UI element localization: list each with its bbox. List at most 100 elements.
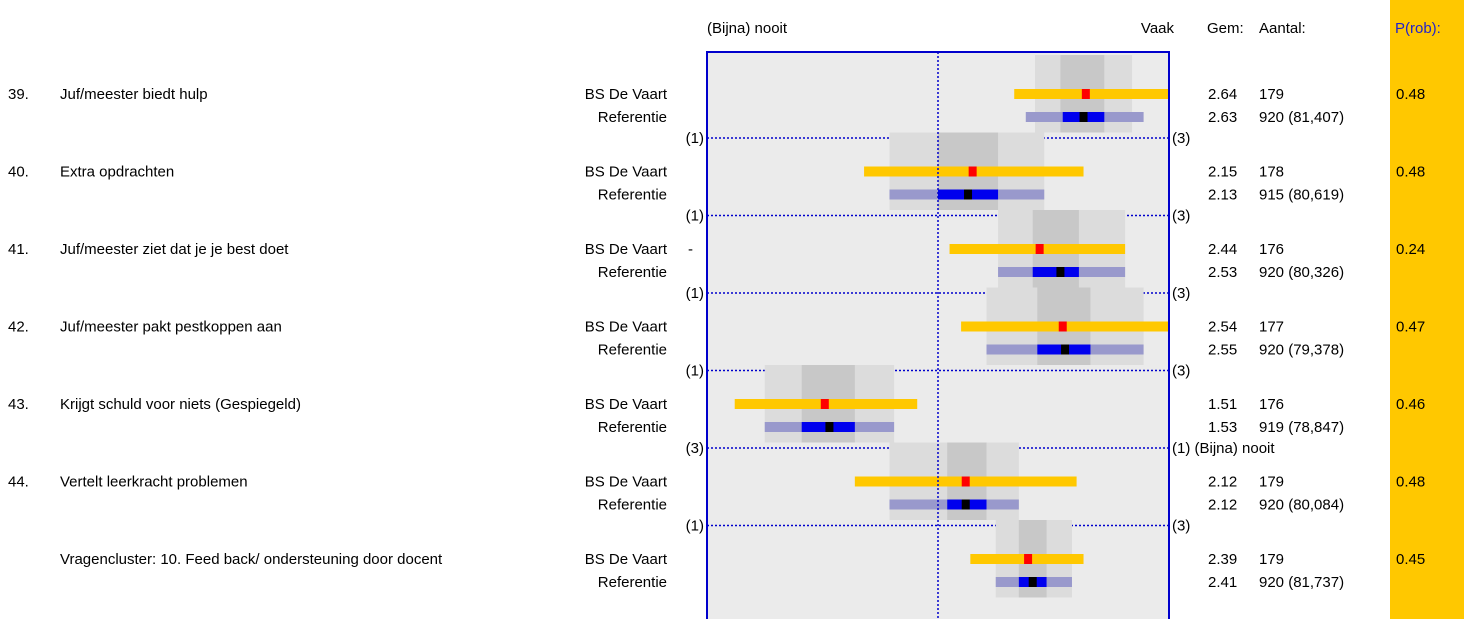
reference-count: 920 (80,084) [1259,497,1344,514]
school-mean-marker [820,399,829,409]
reference-mean-marker [1061,344,1070,355]
school-count: 177 [1259,319,1284,336]
school-mean-value: 2.54 [1208,319,1237,336]
question-text: Juf/meester biedt hulp [60,86,208,103]
reference-mean-marker [964,189,973,200]
school-count: 179 [1259,551,1284,568]
school-label: BS De Vaart [585,241,668,258]
question-text: Juf/meester ziet dat je je best doet [60,241,289,258]
reference-mean-value: 2.12 [1208,497,1237,514]
reference-mean-value: 1.53 [1208,419,1237,436]
school-label: BS De Vaart [585,319,668,336]
question-number: 41. [8,241,29,258]
question-text: Vragencluster: 10. Feed back/ ondersteun… [60,551,443,568]
reference-inner-bar [1032,267,1079,277]
scale-high-label: (3) [1172,285,1190,302]
probability-value: 0.47 [1396,319,1425,336]
scale-high-label: (1) (Bijna) nooit [1172,440,1275,457]
question-row: 39. Juf/meester biedt hulp BS De Vaart Refe… [8,55,1425,147]
question-number: 44. [8,474,29,491]
significance-marker: - [688,241,693,258]
scale-low-label: (3) [686,440,704,457]
probability-value: 0.24 [1396,241,1425,258]
question-row: 43. Krijgt schuld voor niets (Gespiegeld)… [8,365,1425,457]
probability-value: 0.46 [1396,396,1425,413]
rows-layer: 39. Juf/meester biedt hulp BS De Vaart Refe… [8,55,1425,598]
school-mean-value: 2.39 [1208,551,1237,568]
reference-label: Referentie [598,264,667,281]
question-text: Vertelt leerkracht problemen [60,474,248,491]
reference-count: 915 (80,619) [1259,187,1344,204]
school-mean-value: 2.15 [1208,164,1237,181]
question-row: 44. Vertelt leerkracht problemen BS De Vaa… [8,442,1425,535]
school-label: BS De Vaart [585,164,668,181]
probability-value: 0.45 [1396,551,1425,568]
school-label: BS De Vaart [585,86,668,103]
school-label: BS De Vaart [585,474,668,491]
reference-label: Referentie [598,109,667,126]
reference-count: 920 (81,737) [1259,574,1344,591]
school-mean-marker [1058,321,1067,332]
school-mean-marker [1024,554,1033,564]
scale-high-label: (3) [1172,363,1190,380]
school-label: BS De Vaart [585,396,668,413]
school-label: BS De Vaart [585,551,668,568]
school-mean-marker [1035,244,1044,254]
school-count: 176 [1259,396,1284,413]
reference-count: 920 (81,407) [1259,109,1344,126]
school-mean-value: 1.51 [1208,396,1237,413]
school-mean-value: 2.44 [1208,241,1237,258]
reference-count: 920 (80,326) [1259,264,1344,281]
school-count: 179 [1259,86,1284,103]
reference-mean-marker [961,499,970,510]
question-text: Juf/meester pakt pestkoppen aan [60,319,282,336]
aantal-header: Aantal: [1259,20,1306,37]
reference-mean-value: 2.13 [1208,187,1237,204]
reference-label: Referentie [598,187,667,204]
reference-mean-value: 2.55 [1208,342,1237,359]
question-text: Krijgt schuld voor niets (Gespiegeld) [60,396,301,413]
scale-low-label: (1) [686,363,704,380]
reference-mean-marker [1028,577,1037,587]
question-row: 41. Juf/meester ziet dat je je best doet B… [8,210,1425,302]
plot-frame [706,51,1170,619]
school-count: 176 [1259,241,1284,258]
reference-mean-marker [825,422,834,432]
gem-header: Gem: [1207,20,1244,37]
probability-value: 0.48 [1396,164,1425,181]
scale-low-label: (1) [686,208,704,225]
reference-mean-value: 2.63 [1208,109,1237,126]
school-mean-marker [961,476,970,487]
question-row: Vragencluster: 10. Feed back/ ondersteun… [60,520,1425,598]
reference-label: Referentie [598,342,667,359]
question-number: 40. [8,164,29,181]
prob-column [1390,0,1464,619]
reference-mean-value: 2.53 [1208,264,1237,281]
prob-header: P(rob): [1395,20,1441,37]
reference-count: 919 (78,847) [1259,419,1344,436]
school-mean-marker [1081,89,1090,99]
school-count: 178 [1259,164,1284,181]
school-count: 179 [1259,474,1284,491]
right-anchor-label: Vaak [1141,20,1175,37]
reference-mean-marker [1056,267,1065,277]
school-mean-value: 2.64 [1208,86,1237,103]
question-number: 43. [8,396,29,413]
school-interval-bar [1014,89,1169,99]
school-mean-marker [968,166,977,177]
question-row: 42. Juf/meester pakt pestkoppen aan BS De … [8,287,1425,380]
school-mean-value: 2.12 [1208,474,1237,491]
scale-low-label: (1) [686,285,704,302]
probability-value: 0.48 [1396,86,1425,103]
left-anchor-label: (Bijna) nooit [707,20,788,37]
reference-mean-marker [1079,112,1088,122]
question-number: 39. [8,86,29,103]
question-row: 40. Extra opdrachten BS De Vaart Referentie… [8,132,1425,225]
reference-count: 920 (79,378) [1259,342,1344,359]
scale-low-label: (1) [686,130,704,147]
question-number: 42. [8,319,29,336]
scale-high-label: (3) [1172,130,1190,147]
probability-value: 0.48 [1396,474,1425,491]
scale-high-label: (3) [1172,518,1190,535]
